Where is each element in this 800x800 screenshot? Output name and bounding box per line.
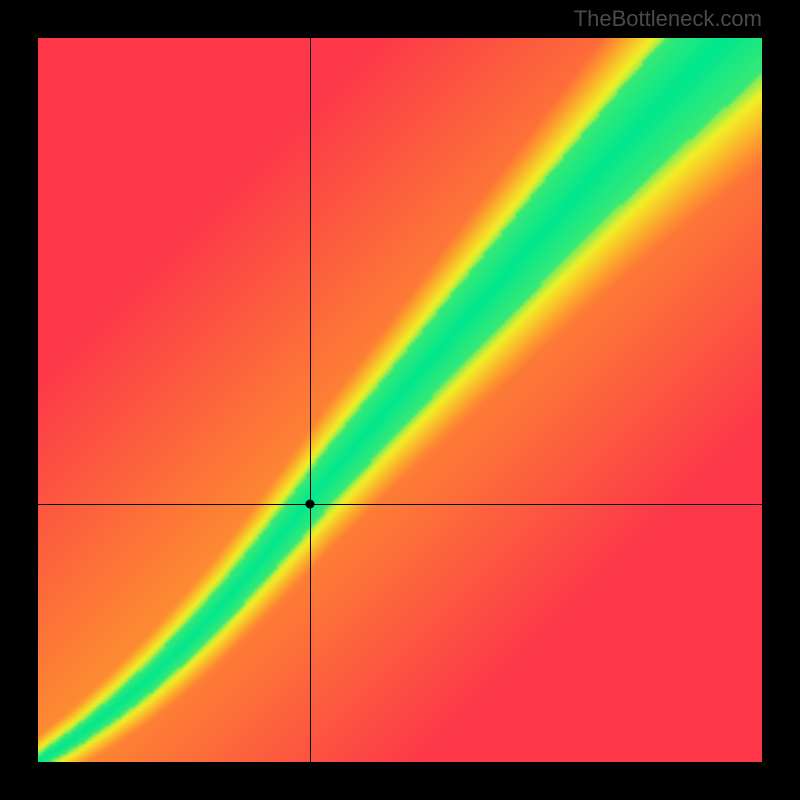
- crosshair-vertical: [310, 38, 311, 762]
- heatmap-canvas: [38, 38, 762, 762]
- crosshair-horizontal: [38, 504, 762, 505]
- crosshair-marker: [305, 500, 314, 509]
- watermark-text: TheBottleneck.com: [574, 6, 762, 32]
- heatmap-plot: [38, 38, 762, 762]
